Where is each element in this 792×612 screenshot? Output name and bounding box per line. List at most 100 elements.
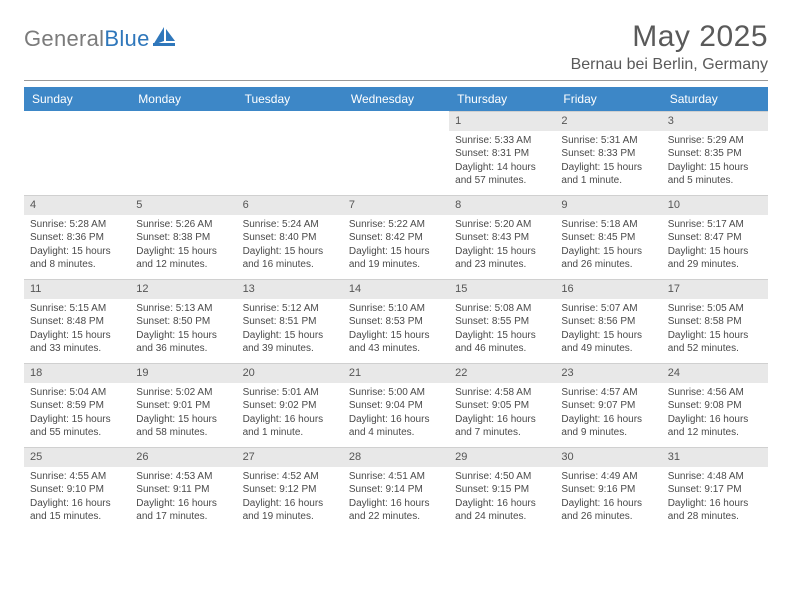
sunset-line: Sunset: 8:42 PM bbox=[349, 231, 443, 245]
sunset-line: Sunset: 9:15 PM bbox=[455, 483, 549, 497]
calendar-cell: 27Sunrise: 4:52 AMSunset: 9:12 PMDayligh… bbox=[237, 447, 343, 531]
calendar-cell: 10 Sunrise: 5:17 AMSunset: 8:47 PMDayligh… bbox=[662, 195, 768, 279]
day-details: Sunrise: 4:49 AMSunset: 9:16 PMDaylight:… bbox=[559, 470, 657, 524]
day-number: 9 bbox=[555, 195, 661, 215]
calendar-cell bbox=[343, 111, 449, 195]
dow-header: Friday bbox=[555, 87, 661, 111]
calendar-cell: 4 Sunrise: 5:28 AMSunset: 8:36 PMDaylight… bbox=[24, 195, 130, 279]
calendar-cell: 12Sunrise: 5:13 AMSunset: 8:50 PMDayligh… bbox=[130, 279, 236, 363]
sunrise-line: Sunrise: 5:00 AM bbox=[349, 386, 443, 400]
day-details: Sunrise: 5:05 AMSunset: 8:58 PMDaylight:… bbox=[666, 302, 764, 356]
sunrise-line: Sunrise: 5:22 AM bbox=[349, 218, 443, 232]
day-details: Sunrise: 5:02 AMSunset: 9:01 PMDaylight:… bbox=[134, 386, 232, 440]
calendar-cell: 8 Sunrise: 5:20 AMSunset: 8:43 PMDaylight… bbox=[449, 195, 555, 279]
day-number: 4 bbox=[24, 195, 130, 215]
day-number: 5 bbox=[130, 195, 236, 215]
sunset-line: Sunset: 8:50 PM bbox=[136, 315, 230, 329]
day-number: 15 bbox=[449, 279, 555, 299]
day-details: Sunrise: 5:12 AMSunset: 8:51 PMDaylight:… bbox=[241, 302, 339, 356]
day-details: Sunrise: 5:04 AMSunset: 8:59 PMDaylight:… bbox=[28, 386, 126, 440]
daylight-line: Daylight: 15 hours and 16 minutes. bbox=[243, 245, 337, 272]
sunrise-line: Sunrise: 5:01 AM bbox=[243, 386, 337, 400]
sunset-line: Sunset: 9:12 PM bbox=[243, 483, 337, 497]
daylight-line: Daylight: 16 hours and 22 minutes. bbox=[349, 497, 443, 524]
sunset-line: Sunset: 8:47 PM bbox=[668, 231, 762, 245]
daylight-line: Daylight: 15 hours and 19 minutes. bbox=[349, 245, 443, 272]
sunrise-line: Sunrise: 5:29 AM bbox=[668, 134, 762, 148]
day-details: Sunrise: 5:15 AMSunset: 8:48 PMDaylight:… bbox=[28, 302, 126, 356]
day-details: Sunrise: 4:56 AMSunset: 9:08 PMDaylight:… bbox=[666, 386, 764, 440]
day-number: 1 bbox=[449, 111, 555, 131]
day-details: Sunrise: 4:57 AMSunset: 9:07 PMDaylight:… bbox=[559, 386, 657, 440]
sunset-line: Sunset: 8:58 PM bbox=[668, 315, 762, 329]
sunset-line: Sunset: 8:48 PM bbox=[30, 315, 124, 329]
day-number: 6 bbox=[237, 195, 343, 215]
calendar-cell: 9 Sunrise: 5:18 AMSunset: 8:45 PMDaylight… bbox=[555, 195, 661, 279]
day-details: Sunrise: 4:58 AMSunset: 9:05 PMDaylight:… bbox=[453, 386, 551, 440]
day-number: 22 bbox=[449, 363, 555, 383]
sunset-line: Sunset: 9:05 PM bbox=[455, 399, 549, 413]
day-details: Sunrise: 4:48 AMSunset: 9:17 PMDaylight:… bbox=[666, 470, 764, 524]
daylight-line: Daylight: 16 hours and 7 minutes. bbox=[455, 413, 549, 440]
calendar-cell: 25Sunrise: 4:55 AMSunset: 9:10 PMDayligh… bbox=[24, 447, 130, 531]
sunrise-line: Sunrise: 5:12 AM bbox=[243, 302, 337, 316]
divider bbox=[24, 80, 768, 81]
calendar-cell bbox=[130, 111, 236, 195]
daylight-line: Daylight: 15 hours and 29 minutes. bbox=[668, 245, 762, 272]
calendar-cell: 13 Sunrise: 5:12 AMSunset: 8:51 PMDayligh… bbox=[237, 279, 343, 363]
day-number: 26 bbox=[130, 447, 236, 467]
calendar-cell: 11Sunrise: 5:15 AMSunset: 8:48 PMDayligh… bbox=[24, 279, 130, 363]
day-details: Sunrise: 5:17 AMSunset: 8:47 PMDaylight:… bbox=[666, 218, 764, 272]
day-number: 21 bbox=[343, 363, 449, 383]
day-details: Sunrise: 4:52 AMSunset: 9:12 PMDaylight:… bbox=[241, 470, 339, 524]
daylight-line: Daylight: 15 hours and 46 minutes. bbox=[455, 329, 549, 356]
day-details: Sunrise: 4:53 AMSunset: 9:11 PMDaylight:… bbox=[134, 470, 232, 524]
sunset-line: Sunset: 8:31 PM bbox=[455, 147, 549, 161]
daylight-line: Daylight: 15 hours and 49 minutes. bbox=[561, 329, 655, 356]
sunrise-line: Sunrise: 5:04 AM bbox=[30, 386, 124, 400]
sunset-line: Sunset: 8:59 PM bbox=[30, 399, 124, 413]
calendar-cell: 3Sunrise: 5:29 AMSunset: 8:35 PMDaylight… bbox=[662, 111, 768, 195]
day-number: 8 bbox=[449, 195, 555, 215]
month-title: May 2025 bbox=[571, 20, 768, 54]
day-details: Sunrise: 5:01 AMSunset: 9:02 PMDaylight:… bbox=[241, 386, 339, 440]
calendar-grid: SundayMondayTuesdayWednesdayThursdayFrid… bbox=[24, 87, 768, 531]
calendar-cell: 22 Sunrise: 4:58 AMSunset: 9:05 PMDayligh… bbox=[449, 363, 555, 447]
calendar-cell: 15Sunrise: 5:08 AMSunset: 8:55 PMDayligh… bbox=[449, 279, 555, 363]
day-number: 19 bbox=[130, 363, 236, 383]
sunset-line: Sunset: 9:04 PM bbox=[349, 399, 443, 413]
day-details: Sunrise: 5:18 AMSunset: 8:45 PMDaylight:… bbox=[559, 218, 657, 272]
day-details: Sunrise: 5:28 AMSunset: 8:36 PMDaylight:… bbox=[28, 218, 126, 272]
day-number: 2 bbox=[555, 111, 661, 131]
day-number: 29 bbox=[449, 447, 555, 467]
sunrise-line: Sunrise: 4:48 AM bbox=[668, 470, 762, 484]
calendar-cell: 28Sunrise: 4:51 AMSunset: 9:14 PMDayligh… bbox=[343, 447, 449, 531]
dow-header: Sunday bbox=[24, 87, 130, 111]
sunset-line: Sunset: 9:14 PM bbox=[349, 483, 443, 497]
day-number: 14 bbox=[343, 279, 449, 299]
day-details: Sunrise: 5:33 AMSunset: 8:31 PMDaylight:… bbox=[453, 134, 551, 188]
dow-header: Tuesday bbox=[237, 87, 343, 111]
sunrise-line: Sunrise: 4:52 AM bbox=[243, 470, 337, 484]
daylight-line: Daylight: 16 hours and 17 minutes. bbox=[136, 497, 230, 524]
day-number: 13 bbox=[237, 279, 343, 299]
daylight-line: Daylight: 15 hours and 58 minutes. bbox=[136, 413, 230, 440]
calendar-cell bbox=[237, 111, 343, 195]
logo-sail-icon bbox=[153, 27, 175, 52]
sunset-line: Sunset: 8:43 PM bbox=[455, 231, 549, 245]
day-number: 10 bbox=[662, 195, 768, 215]
calendar-cell: 31Sunrise: 4:48 AMSunset: 9:17 PMDayligh… bbox=[662, 447, 768, 531]
day-details: Sunrise: 5:22 AMSunset: 8:42 PMDaylight:… bbox=[347, 218, 445, 272]
day-number: 23 bbox=[555, 363, 661, 383]
calendar-cell: 7Sunrise: 5:22 AMSunset: 8:42 PMDaylight… bbox=[343, 195, 449, 279]
sunset-line: Sunset: 9:10 PM bbox=[30, 483, 124, 497]
calendar-cell bbox=[24, 111, 130, 195]
daylight-line: Daylight: 15 hours and 33 minutes. bbox=[30, 329, 124, 356]
daylight-line: Daylight: 16 hours and 4 minutes. bbox=[349, 413, 443, 440]
sunrise-line: Sunrise: 4:57 AM bbox=[561, 386, 655, 400]
sunrise-line: Sunrise: 4:55 AM bbox=[30, 470, 124, 484]
sunset-line: Sunset: 8:53 PM bbox=[349, 315, 443, 329]
daylight-line: Daylight: 15 hours and 23 minutes. bbox=[455, 245, 549, 272]
sunrise-line: Sunrise: 5:20 AM bbox=[455, 218, 549, 232]
sunset-line: Sunset: 8:38 PM bbox=[136, 231, 230, 245]
